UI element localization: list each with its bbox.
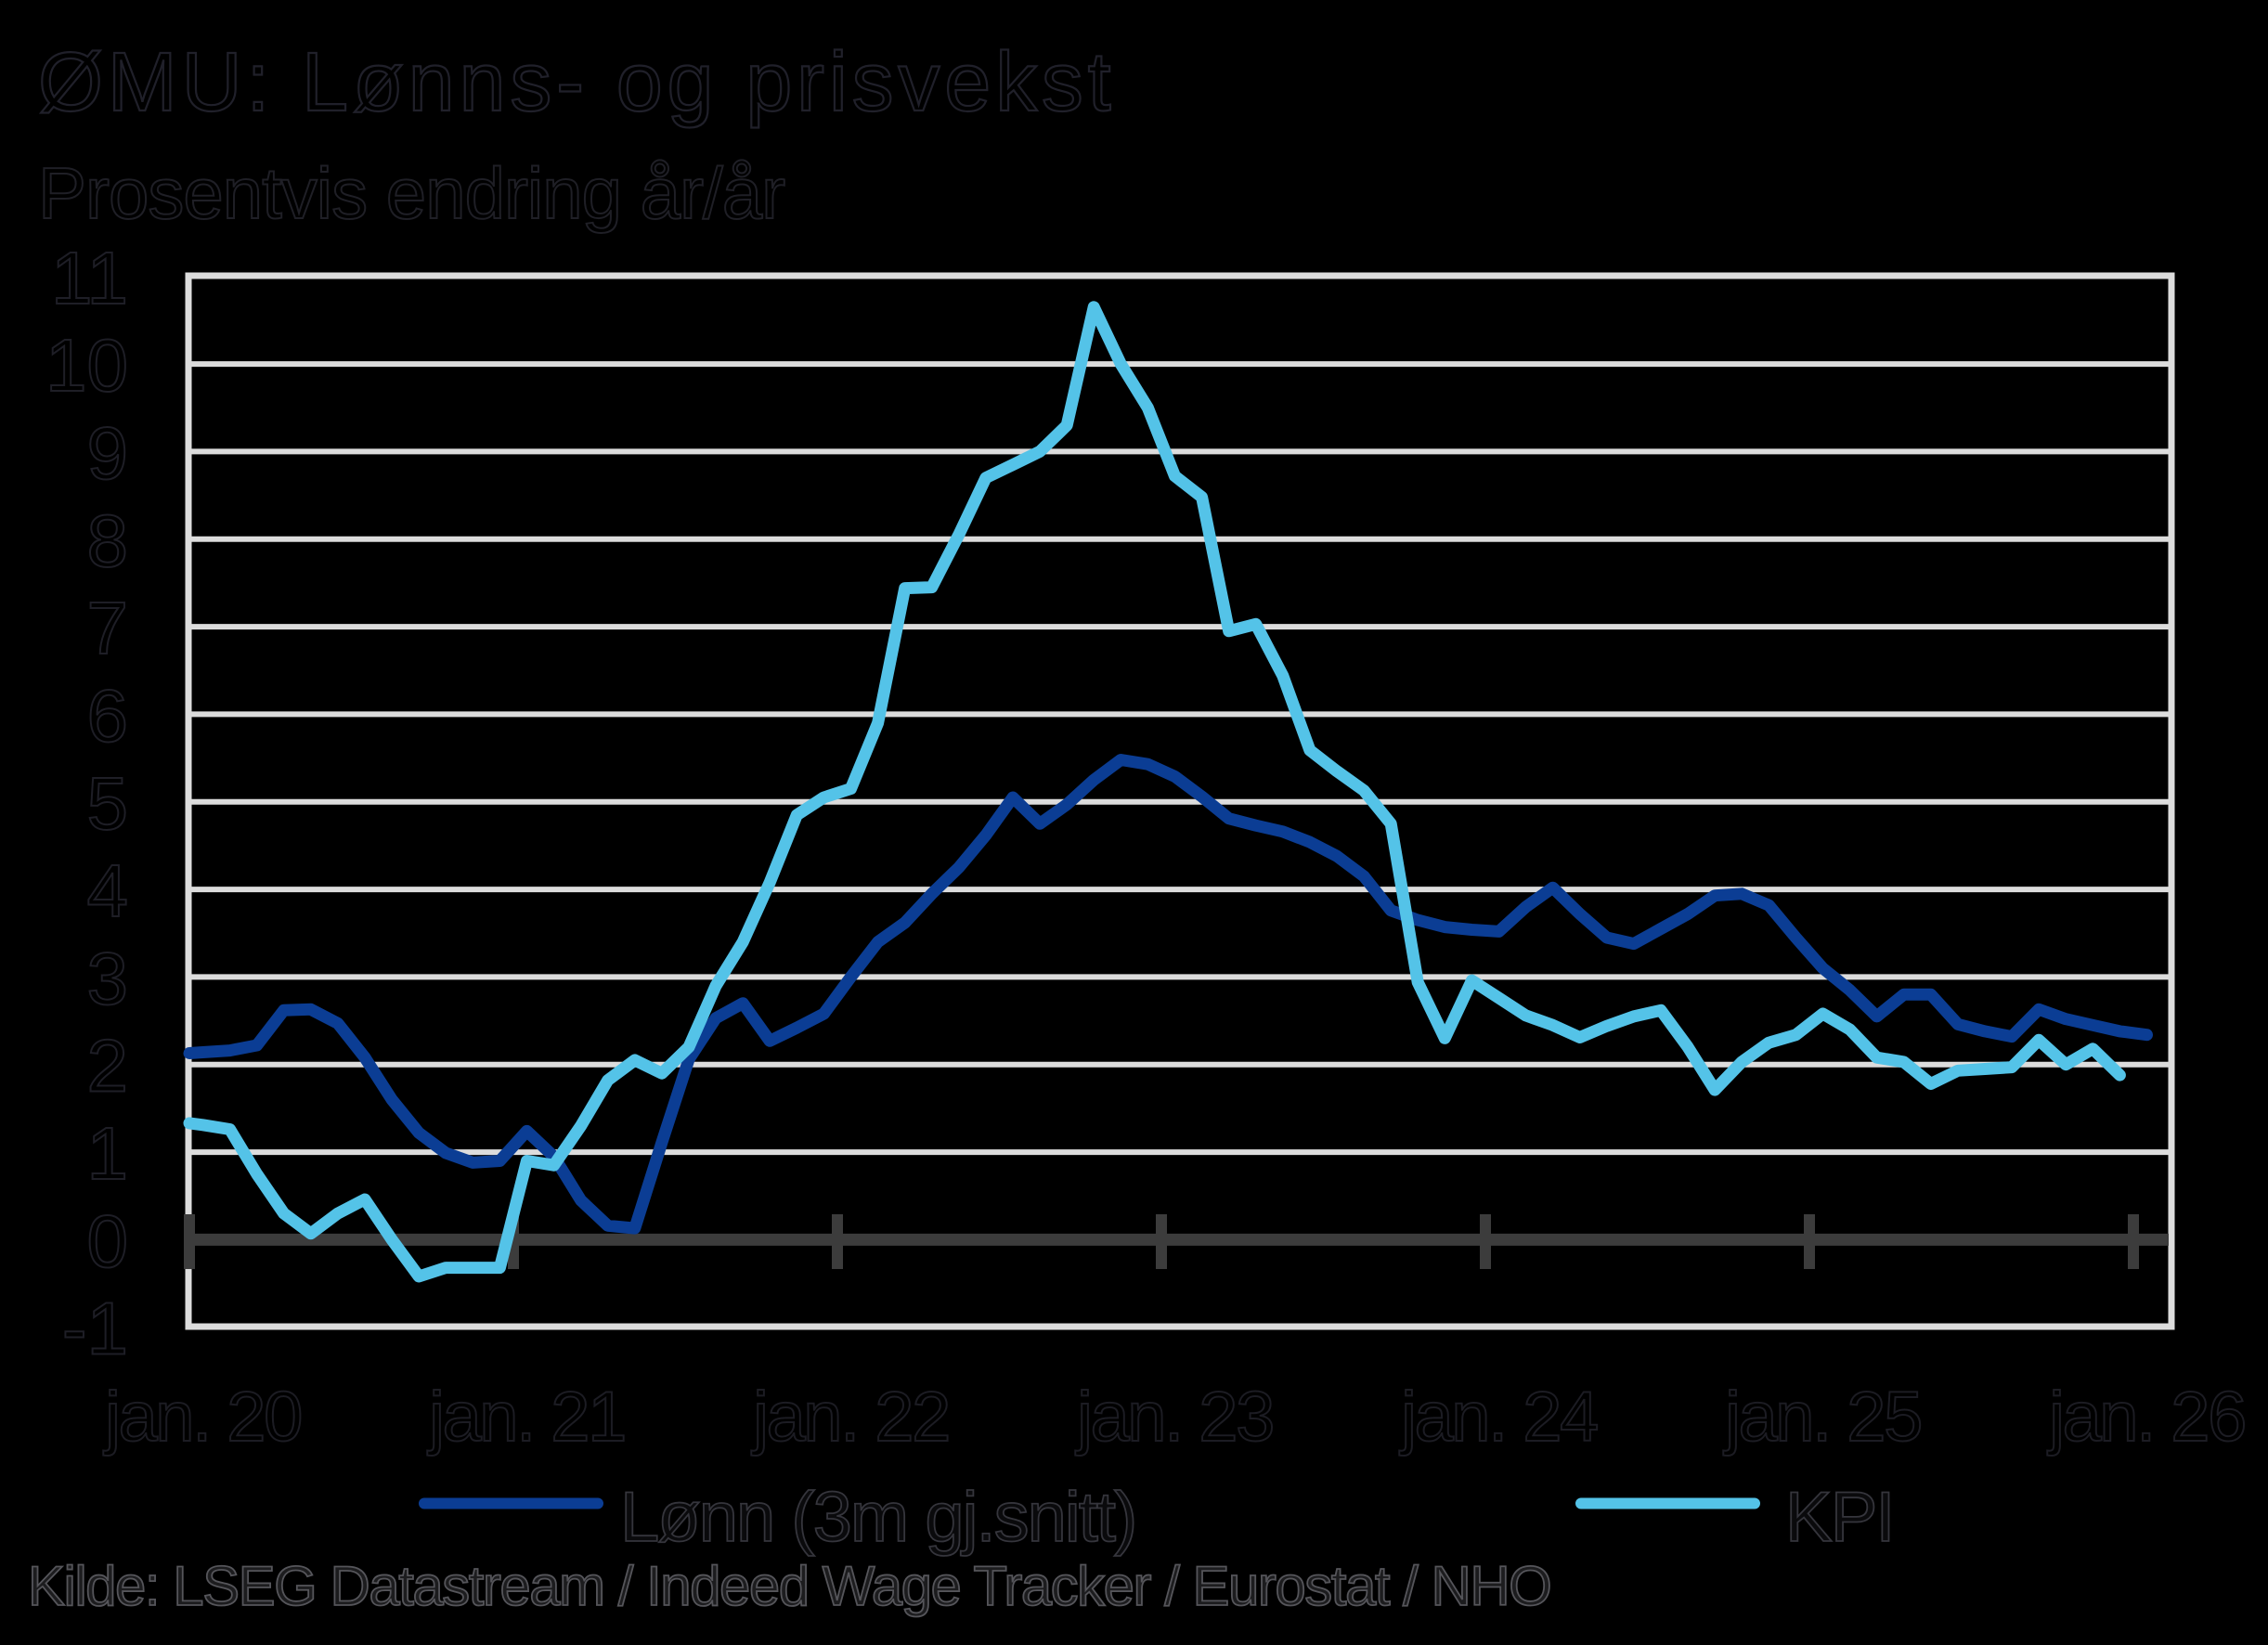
svg-text:jan. 26: jan. 26 — [2047, 1378, 2245, 1457]
svg-text:3: 3 — [87, 937, 129, 1019]
svg-text:jan. 25: jan. 25 — [1723, 1378, 1921, 1457]
svg-text:-1: -1 — [62, 1288, 128, 1370]
svg-text:KPI: KPI — [1785, 1478, 1894, 1557]
svg-text:6: 6 — [87, 674, 129, 757]
svg-text:11: 11 — [51, 237, 128, 319]
svg-text:1: 1 — [87, 1112, 129, 1195]
svg-text:4: 4 — [87, 849, 129, 932]
svg-text:Kilde: LSEG Datastream / Indee: Kilde: LSEG Datastream / Indeed Wage Tra… — [28, 1555, 1550, 1617]
svg-text:7: 7 — [87, 587, 129, 669]
svg-text:10: 10 — [45, 324, 128, 407]
svg-text:jan. 20: jan. 20 — [103, 1378, 301, 1457]
svg-text:Lønn (3m gj.snitt): Lønn (3m gj.snitt) — [620, 1478, 1135, 1557]
svg-text:Prosentvis endring år/år: Prosentvis endring år/år — [38, 152, 784, 234]
svg-text:9: 9 — [87, 411, 129, 494]
svg-text:2: 2 — [87, 1025, 129, 1107]
svg-text:jan. 21: jan. 21 — [427, 1378, 625, 1457]
svg-text:0: 0 — [87, 1199, 129, 1282]
svg-text:jan. 22: jan. 22 — [751, 1378, 949, 1457]
svg-text:5: 5 — [87, 762, 129, 845]
svg-text:ØMU: Lønns- og prisvekst: ØMU: Lønns- og prisvekst — [38, 36, 1115, 129]
svg-text:jan. 23: jan. 23 — [1075, 1378, 1273, 1457]
svg-text:jan. 24: jan. 24 — [1399, 1378, 1598, 1457]
svg-text:8: 8 — [87, 499, 129, 582]
